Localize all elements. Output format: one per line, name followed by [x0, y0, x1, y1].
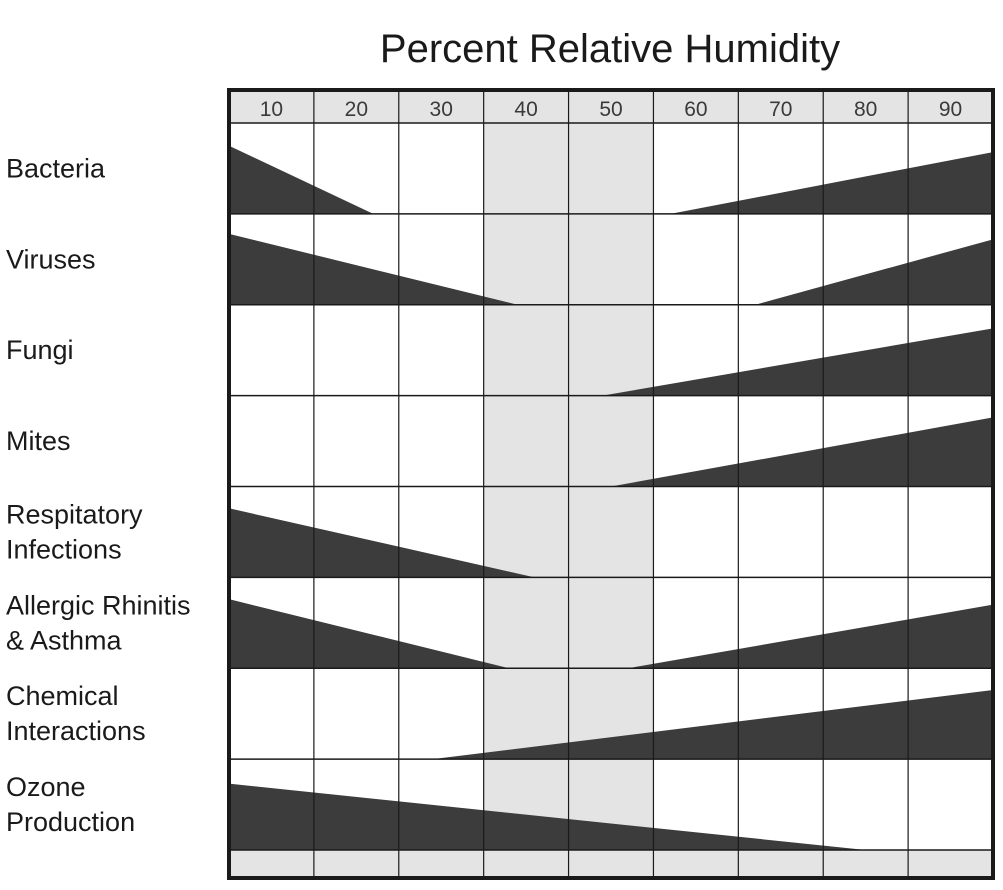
wedge-high-humidity	[602, 328, 993, 396]
row-label-line: Mites	[6, 426, 71, 456]
row-label-line: Viruses	[6, 244, 96, 274]
footer-band	[229, 850, 993, 878]
row-label-line: Respitatory	[6, 499, 143, 529]
wedge-high-humidity	[432, 690, 993, 760]
row-label: Viruses	[6, 244, 96, 274]
row-label: Mites	[6, 426, 71, 456]
row-label-line: Fungi	[6, 335, 74, 365]
row-label-line: Bacteria	[6, 153, 106, 183]
row-label-line: Ozone	[6, 772, 86, 802]
row-labels: Bacteria Viruses Fungi Mites Respitatory Infe…	[6, 153, 191, 837]
row-label-line: & Asthma	[6, 625, 123, 655]
x-tick-label: 70	[769, 98, 792, 121]
row-label: Ozone Production	[6, 772, 135, 837]
row-label: Allergic Rhinitis & Asthma	[6, 590, 191, 655]
x-tick-label: 90	[939, 98, 962, 121]
wedge-high-humidity	[670, 152, 993, 214]
wedge-high-humidity	[627, 604, 993, 669]
wedge-high-humidity	[755, 239, 993, 305]
x-tick-label: 40	[514, 98, 537, 121]
row-label: Chemical Interactions	[6, 681, 146, 746]
row-label-line: Production	[6, 807, 135, 837]
x-tick-label: 80	[854, 98, 877, 121]
wedge-low-humidity	[229, 783, 866, 850]
wedge-low-humidity	[229, 233, 518, 305]
x-tick-label: 50	[599, 98, 622, 121]
row-label-line: Chemical	[6, 681, 119, 711]
wedge-low-humidity	[229, 508, 535, 578]
row-label: Bacteria	[6, 153, 106, 183]
row-label-line: Infections	[6, 534, 122, 564]
row-label: Respitatory Infections	[6, 499, 143, 564]
x-tick-label: 10	[260, 98, 283, 121]
x-tick-label: 20	[345, 98, 368, 121]
wedge-high-humidity	[611, 417, 993, 487]
wedges	[229, 145, 993, 850]
row-label: Fungi	[6, 335, 74, 365]
x-tick-label: 60	[684, 98, 707, 121]
chart-title: Percent Relative Humidity	[380, 27, 840, 71]
wedge-low-humidity	[229, 145, 374, 214]
header-band	[229, 90, 993, 123]
tick-labels: 10 20 30 40 50 60 70 80 90	[260, 98, 962, 121]
chart-frame	[227, 88, 995, 880]
grid	[227, 88, 995, 880]
row-label-line: Allergic Rhinitis	[6, 590, 191, 620]
row-label-line: Interactions	[6, 716, 146, 746]
wedge-low-humidity	[229, 599, 510, 669]
x-tick-label: 30	[430, 98, 453, 121]
